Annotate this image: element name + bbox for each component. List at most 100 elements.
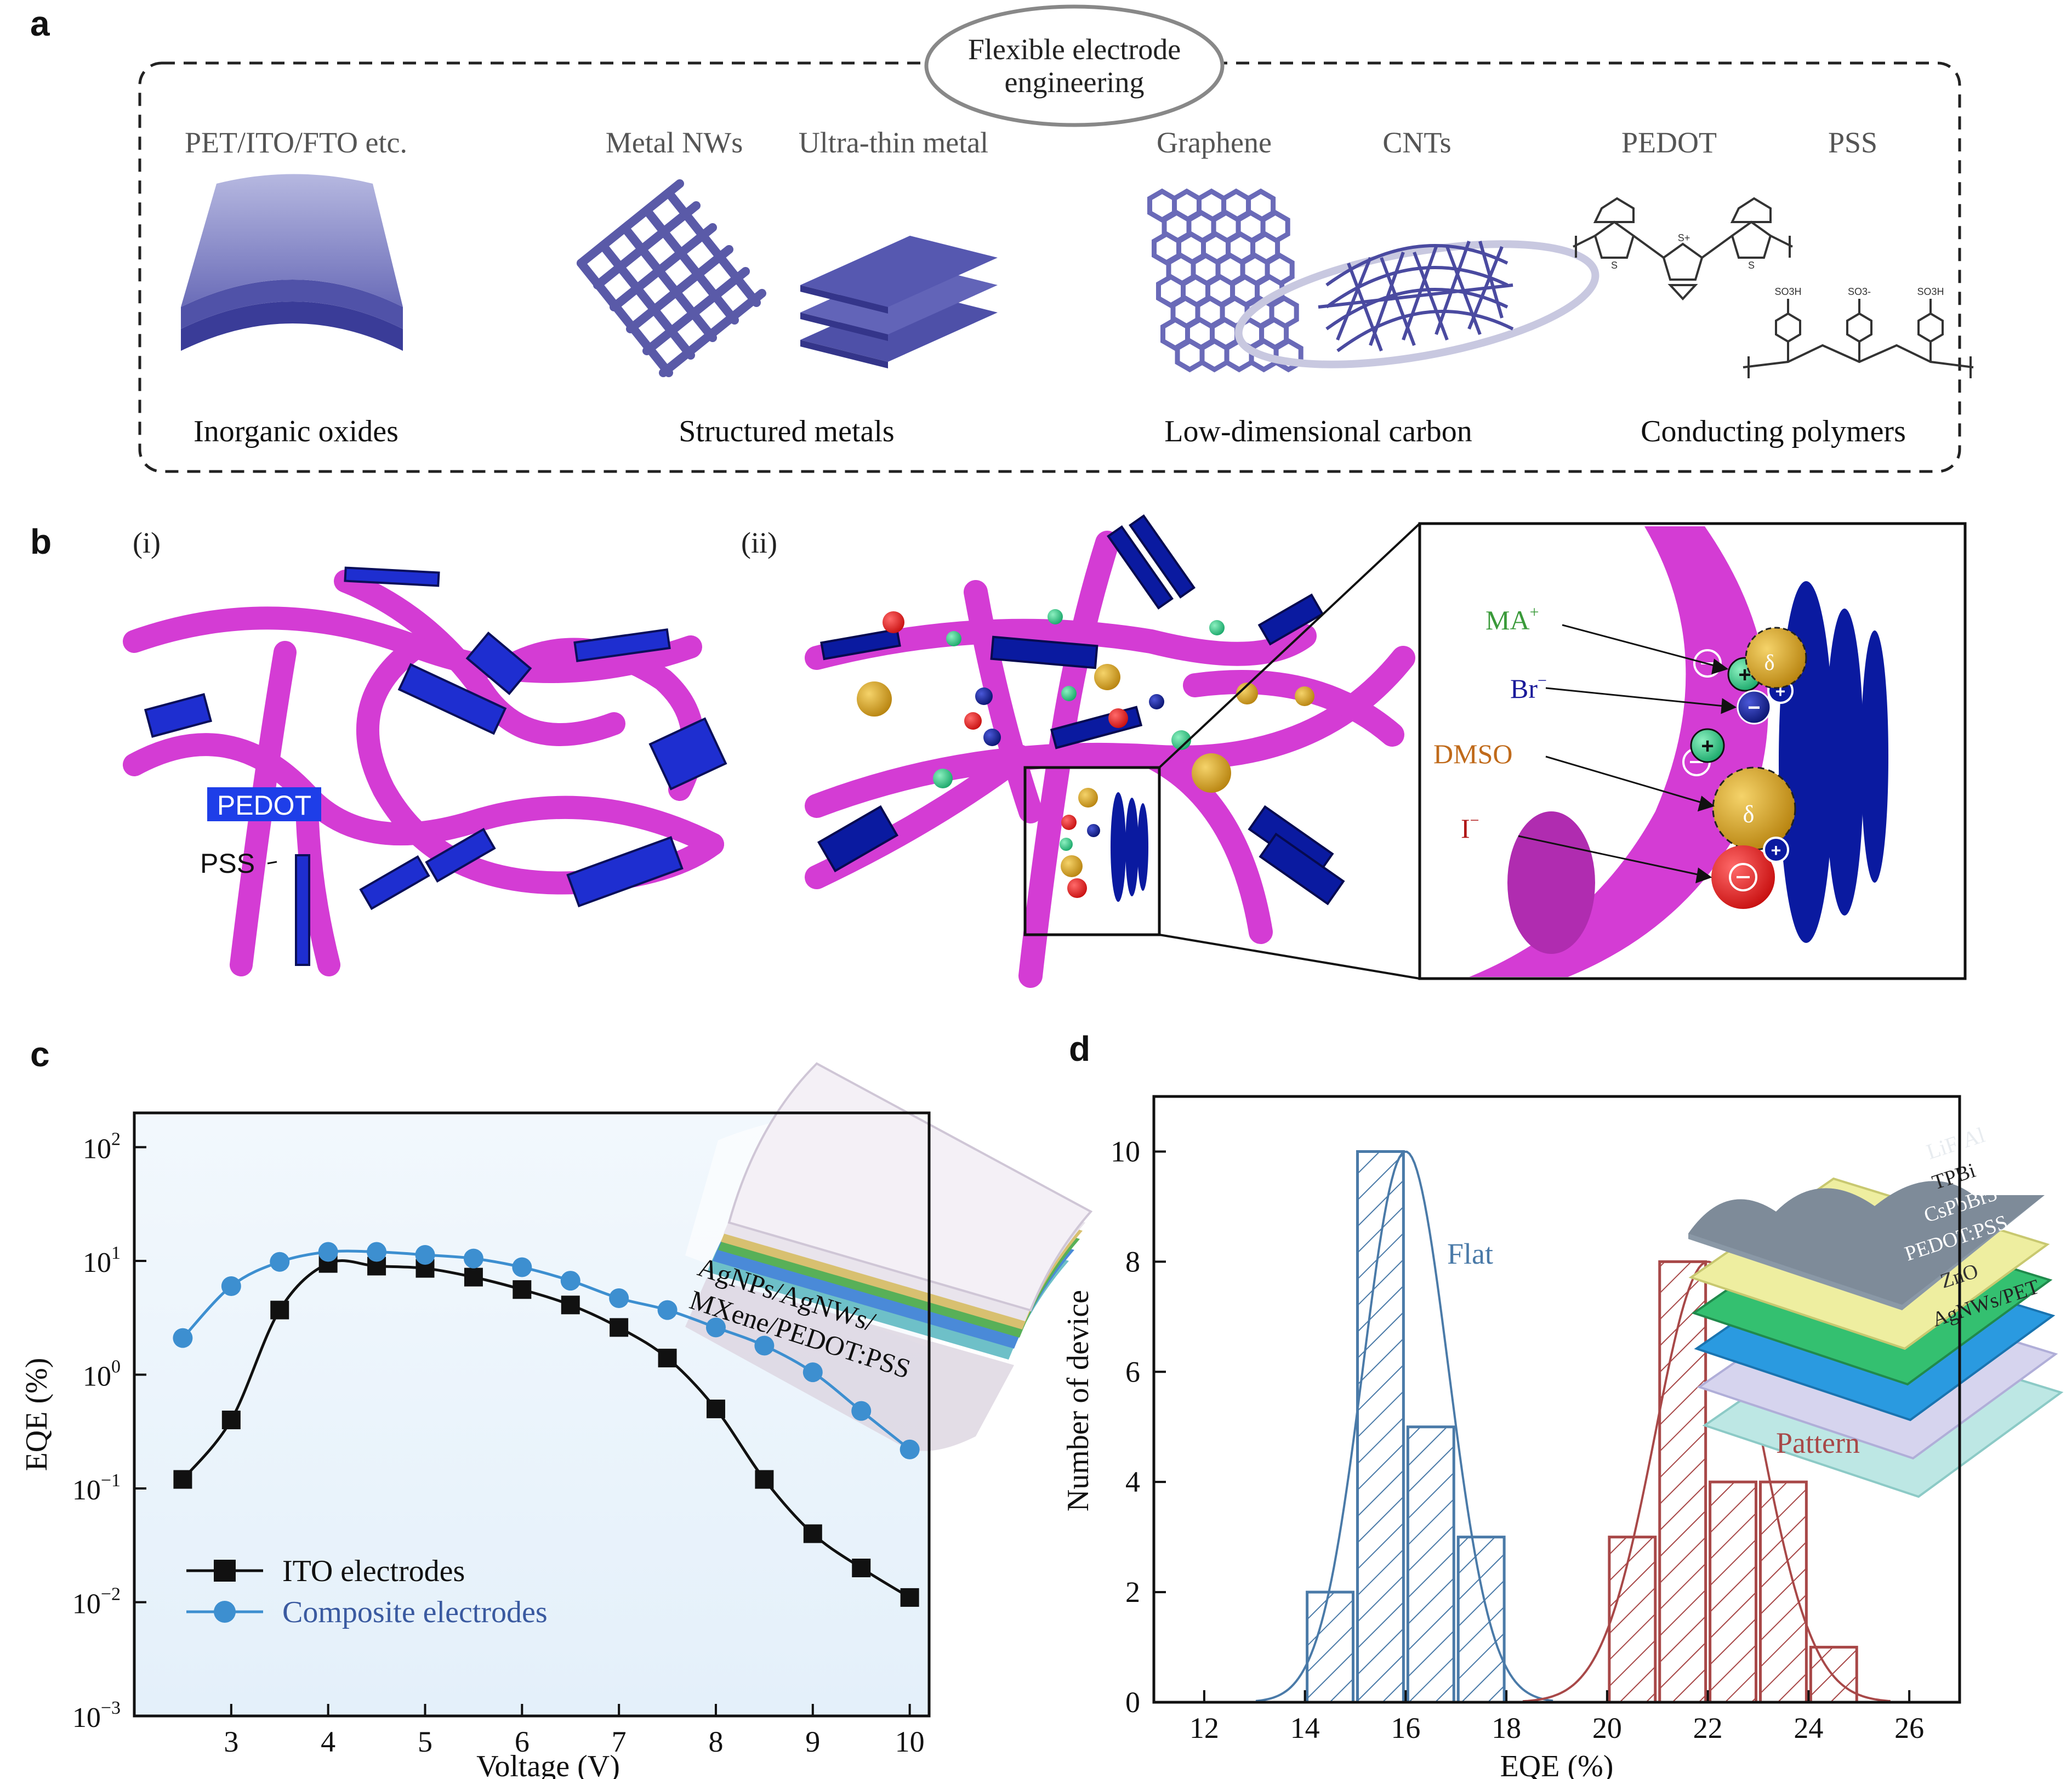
delta-label-2: δ <box>1743 801 1755 828</box>
chart-c-point-composite <box>415 1244 435 1265</box>
label-pss: PSS <box>1828 126 1877 159</box>
panel-a-title-line1: Flexible electrode <box>968 33 1181 66</box>
ion-label-dmso: DMSO <box>1433 738 1512 769</box>
label-pet-ito-fto: PET/ITO/FTO etc. <box>185 126 407 159</box>
chart-d-series-label-flat: Flat <box>1447 1237 1493 1270</box>
pss-so3h-label-1: SO3H <box>1774 286 1801 297</box>
graphene-hexagon <box>1199 338 1229 373</box>
chart-d-fit-flat <box>1255 1150 1553 1702</box>
chart-c-point-composite <box>560 1271 580 1291</box>
chart-c-ytick-label: 10−2 <box>72 1584 121 1619</box>
chart-c-series <box>173 1242 920 1607</box>
chart-d-xtick-label: 24 <box>1794 1712 1823 1744</box>
chart-c-point-ito <box>464 1268 483 1287</box>
chart-d-ytick-label: 0 <box>1125 1686 1140 1719</box>
chart-d-fits <box>1255 1150 1891 1703</box>
chart-c-point-ito <box>900 1588 919 1607</box>
pedot-pss-network-i-graphic: PEDOT PSS <box>123 566 727 976</box>
svg-text:−: − <box>1747 696 1760 720</box>
pedot-s-plus-label: S+ <box>1678 232 1690 243</box>
label-graphene: Graphene <box>1157 126 1272 159</box>
chart-c-ytick-label: 10−3 <box>72 1698 121 1733</box>
pss-so3h-label-2: SO3H <box>1917 286 1944 297</box>
panel-a: a Flexible electrode engineering PET/ITO… <box>30 4 1974 473</box>
chart-d-frame <box>1152 1095 1961 1704</box>
chart-d-fit-pattern <box>1522 1260 1891 1703</box>
chart-c-ytick-label: 10−1 <box>72 1470 121 1506</box>
pedot-pss-network-ii-graphic: + + − + δ δ + <box>805 514 1967 988</box>
chart-d-xtick-label: 12 <box>1189 1712 1219 1744</box>
chart-d-xtick-label: 16 <box>1391 1712 1420 1744</box>
chart-c-point-ito <box>755 1470 774 1489</box>
chart-c-xtick-label: 4 <box>321 1725 335 1758</box>
zoom-inset-graphic: + + − + δ δ + <box>1469 526 1888 977</box>
chart-c-xtick-label: 6 <box>515 1725 530 1758</box>
chart-c-point-composite <box>270 1252 290 1272</box>
chart-d-xtick-label: 14 <box>1290 1712 1320 1744</box>
chart-d-bar-pattern <box>1658 1260 1707 1704</box>
chart-d-ytick-label: 2 <box>1125 1576 1140 1609</box>
label-ultra-thin-metal: Ultra-thin metal <box>799 126 988 159</box>
ion-label-ma: MA+ <box>1485 603 1539 635</box>
svg-text:+: + <box>1771 840 1781 860</box>
chart-d-bar-pattern <box>1608 1536 1657 1704</box>
chart-c-xtick-label: 7 <box>612 1725 627 1758</box>
chart-d-ytick-label: 8 <box>1125 1245 1140 1278</box>
chart-c-point-ito <box>270 1300 289 1320</box>
graphene-honeycomb-graphic <box>1147 188 1303 373</box>
graphene-hexagon <box>1175 338 1205 373</box>
chart-d-xlabel: EQE (%) <box>1500 1749 1614 1779</box>
chart-c-line-composite <box>181 1249 911 1451</box>
chart-c-point-composite <box>705 1317 726 1338</box>
pedot-label-box <box>207 787 321 821</box>
chart-d-bar-flat <box>1406 1425 1455 1704</box>
chart-d-xtick-label: 20 <box>1592 1712 1622 1744</box>
chart-d-inset-graphic: LiF/Al TPBi CsPbBr3 PEDOT:PSS ZnO AgNWs/… <box>1688 1122 2064 1498</box>
delta-label-1: δ <box>1764 650 1775 675</box>
chart-c-xtick-label: 9 <box>805 1725 820 1758</box>
chart-c-point-composite <box>173 1328 193 1348</box>
pss-label: PSS <box>200 848 255 879</box>
chart-c-legend: ITO electrodes Composite electrodes <box>186 1554 548 1629</box>
panel-b-sub-ii: (ii) <box>741 526 777 559</box>
chart-c-point-ito <box>803 1524 822 1543</box>
chart-c-ytick-label: 101 <box>83 1243 121 1278</box>
chart-c-point-composite <box>900 1439 920 1459</box>
panel-letter-d: d <box>1069 1029 1090 1068</box>
pedot-structure-graphic <box>1573 197 1793 300</box>
panel-a-title-line2: engineering <box>1005 66 1145 99</box>
chart-c-point-ito <box>561 1295 580 1315</box>
chart-d-ylabel: Number of device <box>1061 1290 1095 1511</box>
chart-c-ylabel: EQE (%) <box>20 1358 54 1471</box>
pedot-s-label-2: S <box>1748 260 1755 271</box>
chart-c-frame <box>133 1111 931 1718</box>
chart-c-point-ito <box>706 1399 725 1418</box>
panel-letter-c: c <box>30 1035 50 1074</box>
label-structured-metals: Structured metals <box>679 414 894 448</box>
chart-d-bar-pattern <box>1709 1480 1757 1704</box>
chart-d-xtick-label: 22 <box>1693 1712 1723 1744</box>
chart-c-point-composite <box>318 1242 338 1262</box>
chart-d-ytick-label: 4 <box>1125 1465 1140 1498</box>
ultra-thin-metal-plates-graphic <box>800 236 998 368</box>
pedot-label: PEDOT <box>217 790 311 821</box>
ions-scatter <box>857 609 1314 793</box>
chart-c-ytick-label: 102 <box>83 1129 121 1164</box>
chart-c-point-composite <box>657 1300 678 1320</box>
panel-letter-b: b <box>30 522 52 561</box>
chart-d-ytick-label: 10 <box>1111 1135 1140 1168</box>
chart-c-legend-ito: ITO electrodes <box>282 1554 465 1588</box>
chart-c-xtick-label: 5 <box>418 1725 432 1758</box>
pss-so3-label: SO3- <box>1848 286 1871 297</box>
panel-b: b (i) (ii) <box>30 514 1967 988</box>
inset-layer-lif-al: LiF/Al <box>1923 1122 1988 1164</box>
chart-d-ytick-label: 6 <box>1125 1355 1140 1388</box>
carbon-nanotube-graphic <box>1234 240 1599 368</box>
chart-c-point-composite <box>609 1288 629 1309</box>
panel-letter-a: a <box>30 4 50 43</box>
label-cnts: CNTs <box>1382 126 1451 159</box>
metal-nanowire-mesh-graphic <box>577 179 766 377</box>
chart-d-series-label-pattern: Pattern <box>1776 1426 1860 1459</box>
pss-structure-graphic <box>1743 299 1974 378</box>
